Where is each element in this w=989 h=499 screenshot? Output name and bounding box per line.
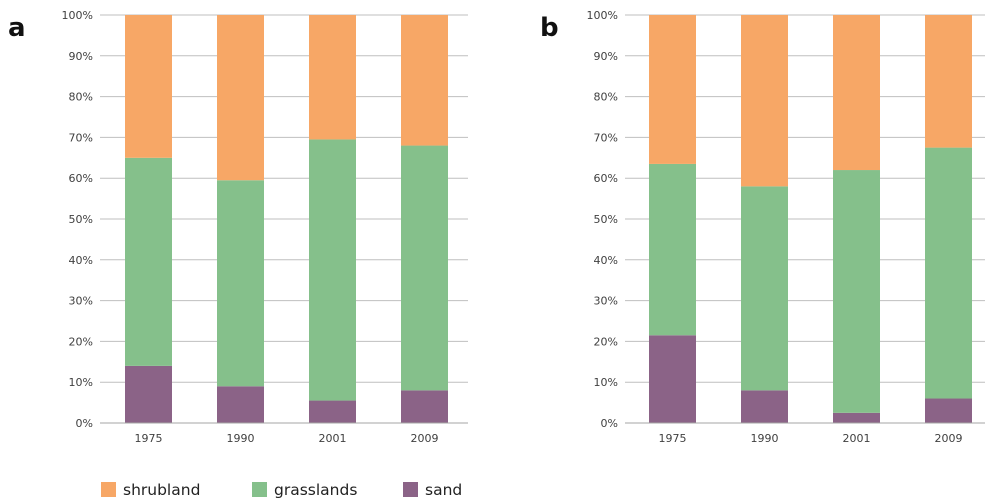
y-tick-label: 100% <box>62 9 93 22</box>
y-tick-label: 60% <box>594 172 618 185</box>
bar-segment-grasslands <box>309 139 356 401</box>
legend-label-shrubland: shrubland <box>123 481 200 499</box>
bar-segment-shrubland <box>649 15 696 164</box>
panel-label-b: b <box>540 13 559 43</box>
chart-panel-b: 0% 10% 20% 30% 40% 50% 60% 70% 80% 90% 100% 1975 199… <box>587 9 985 445</box>
legend-swatch-sand <box>403 482 418 497</box>
y-tick-label: 70% <box>594 131 618 144</box>
x-tick-label: 1975 <box>659 432 687 445</box>
bar-segment-shrubland <box>741 15 788 187</box>
y-tick-label: 90% <box>594 50 618 63</box>
bar-segment-sand <box>741 390 788 423</box>
bar-segment-grasslands <box>217 180 264 387</box>
y-tick-label: 0% <box>601 417 618 430</box>
bar-segment-sand <box>649 335 696 423</box>
bar-segment-grasslands <box>401 145 448 391</box>
legend-swatch-grasslands <box>252 482 267 497</box>
bar-segment-grasslands <box>833 170 880 413</box>
y-tick-label: 40% <box>69 254 93 267</box>
x-tick-label: 2009 <box>411 432 439 445</box>
y-tick-label: 80% <box>594 91 618 104</box>
bar-segment-sand <box>925 398 972 423</box>
x-tick-label: 1975 <box>135 432 163 445</box>
x-tick-label: 2001 <box>319 432 347 445</box>
bar-segment-sand <box>401 390 448 423</box>
x-tick-label: 2001 <box>843 432 871 445</box>
bar-segment-grasslands <box>649 163 696 336</box>
legend-label-sand: sand <box>425 481 462 499</box>
bar-segment-shrubland <box>833 15 880 171</box>
y-tick-label: 10% <box>69 376 93 389</box>
bar-segment-sand <box>125 365 172 423</box>
y-tick-label: 80% <box>69 91 93 104</box>
y-tick-label: 70% <box>69 131 93 144</box>
y-tick-label: 90% <box>69 50 93 63</box>
bar-segment-sand <box>217 386 264 423</box>
y-tick-label: 30% <box>594 295 618 308</box>
x-tick-label: 2009 <box>935 432 963 445</box>
bar-segment-shrubland <box>125 15 172 158</box>
bar-segment-sand <box>833 412 880 423</box>
legend-swatch-shrubland <box>101 482 116 497</box>
bar-segment-grasslands <box>741 186 788 391</box>
y-tick-label: 100% <box>587 9 618 22</box>
y-tick-label: 20% <box>594 335 618 348</box>
y-tick-label: 30% <box>69 295 93 308</box>
legend-label-grasslands: grasslands <box>274 481 357 499</box>
x-tick-label: 1990 <box>227 432 255 445</box>
bar-segment-shrubland <box>401 15 448 146</box>
legend: shrubland grasslands sand <box>101 481 462 499</box>
y-tick-label: 20% <box>69 335 93 348</box>
bar-segment-shrubland <box>925 15 972 148</box>
y-tick-label: 50% <box>69 213 93 226</box>
x-tick-label: 1990 <box>751 432 779 445</box>
bar-segment-shrubland <box>309 15 356 140</box>
chart-panel-a: 0% 10% 20% 30% 40% 50% 60% 70% 80% 90% 100% 1975 199… <box>62 9 468 445</box>
y-tick-label: 50% <box>594 213 618 226</box>
bar-segment-shrubland <box>217 15 264 181</box>
y-tick-label: 40% <box>594 254 618 267</box>
bar-segment-grasslands <box>925 147 972 399</box>
y-tick-label: 60% <box>69 172 93 185</box>
y-tick-label: 10% <box>594 376 618 389</box>
y-tick-label: 0% <box>76 417 93 430</box>
panel-label-a: a <box>8 13 26 43</box>
bar-segment-grasslands <box>125 157 172 366</box>
bar-segment-sand <box>309 400 356 423</box>
